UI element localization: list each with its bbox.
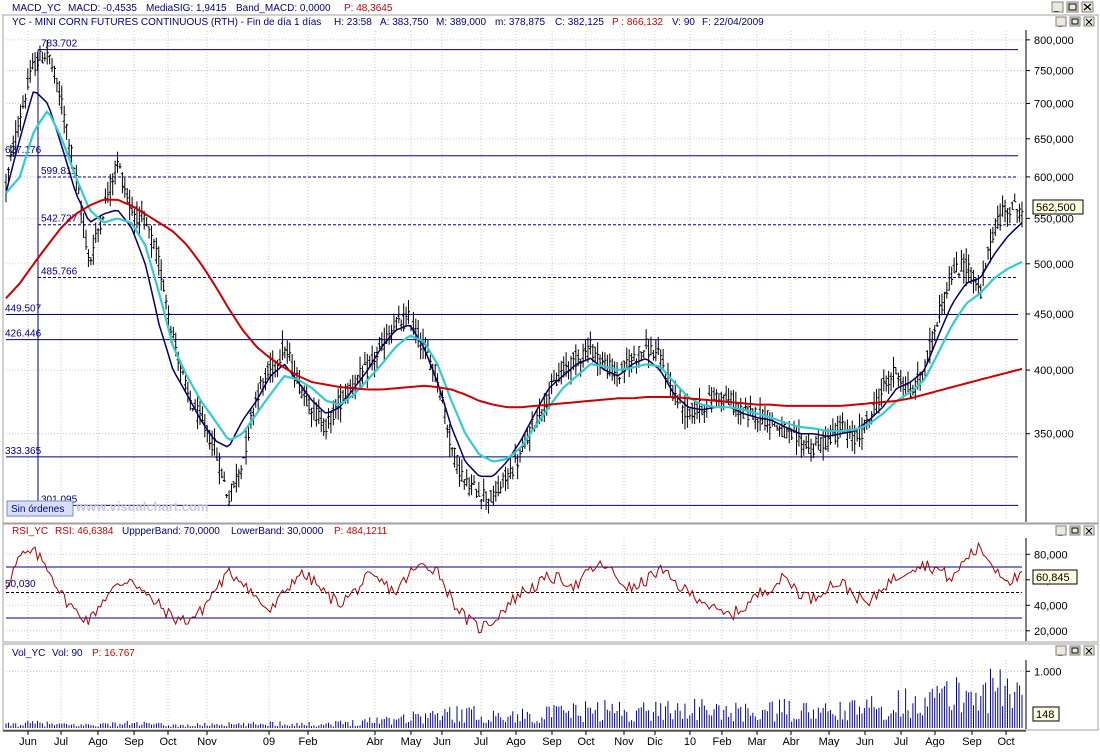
x-tick-label: Jun — [19, 736, 37, 747]
x-tick-label: Sep — [124, 736, 144, 747]
macd-indicator-name: MACD_YC — [12, 3, 61, 14]
vol-last-label: 148 — [1036, 709, 1054, 721]
price-ytick-label: 600,000 — [1034, 172, 1074, 184]
stat-h: H: 23:58 — [334, 17, 372, 28]
macd-value: MACD: -0,4535 — [68, 3, 137, 14]
price-ytick-label: 800,000 — [1034, 35, 1074, 47]
price-ytick-label: 500,000 — [1034, 259, 1074, 271]
x-tick-label: Sep — [542, 736, 562, 747]
level-label: 333.365 — [5, 446, 42, 457]
x-tick-label: Jul — [474, 736, 488, 747]
x-tick-label: Jun — [856, 736, 874, 747]
x-tick-label: Ago — [88, 736, 108, 747]
level-label: 783.702 — [41, 39, 78, 50]
last-price-label: 562,500 — [1036, 202, 1076, 214]
x-tick-label: Feb — [299, 736, 318, 747]
price-ytick-label: 400,000 — [1034, 365, 1074, 377]
level-label: 426.446 — [5, 329, 42, 340]
x-tick-label: Jun — [433, 736, 451, 747]
rsi-window-controls: _ — [1056, 526, 1094, 536]
x-tick-label: Abr — [366, 736, 383, 747]
macd-band: Band_MACD: 0,0000 — [236, 3, 331, 14]
x-tick-label: Nov — [197, 736, 217, 747]
x-tick-label: Oct — [159, 736, 176, 747]
vol-header: Vol_YC Vol: 90 P: 16.767 — [12, 648, 135, 659]
x-tick-label: Ago — [506, 736, 526, 747]
rsi-ytick-label: 20,000 — [1034, 626, 1068, 638]
rsi-level-label: 50,030 — [5, 579, 36, 590]
price-pane-header: YC - MINI CORN FUTURES CONTINUOUS (RTH) … — [12, 17, 764, 28]
x-tick-label: Oct — [997, 736, 1014, 747]
rsi-lower: LowerBand: 30,0000 — [231, 526, 324, 537]
price-ytick-label: 550,000 — [1034, 213, 1074, 225]
price-window-controls: _ — [1056, 17, 1094, 27]
orders-button[interactable]: Sin órdenes — [7, 501, 73, 516]
rsi-value: RSI: 46,6384 — [55, 526, 114, 537]
vol-window-controls: _ — [1056, 646, 1094, 656]
minimize-icon: _ — [1057, 527, 1063, 536]
x-tick-label: Jul — [54, 736, 68, 747]
stat-c: C: 382,125 — [555, 17, 604, 28]
stat-a: A: 383,750 — [380, 17, 429, 28]
minimize-icon: _ — [1053, 3, 1059, 12]
last-price-marker: 562,500 — [1033, 200, 1083, 214]
rsi-ytick-label: 40,000 — [1034, 600, 1068, 612]
price-ytick-label: 650,000 — [1034, 134, 1074, 146]
vol-last-marker: 148 — [1033, 707, 1059, 721]
rsi-upper: UppperBand: 70,0000 — [122, 526, 220, 537]
stat-m: M: 389,000 — [436, 17, 486, 28]
price-ytick-label: 450,000 — [1034, 309, 1074, 321]
level-label: 449.507 — [5, 303, 42, 314]
watermark: www.visualchart.com — [75, 499, 208, 514]
x-tick-label: Oct — [577, 736, 594, 747]
symbol-line: YC - MINI CORN FUTURES CONTINUOUS (RTH) … — [12, 17, 321, 28]
macd-p: P: 48,3645 — [344, 3, 393, 14]
price-ytick-label: 750,000 — [1034, 66, 1074, 78]
x-tick-label: Jul — [894, 736, 908, 747]
x-tick-label: Sep — [962, 736, 982, 747]
stat-p: P : 866,132 — [612, 17, 663, 28]
vol-value: Vol: 90 — [52, 648, 83, 659]
minimize-icon: _ — [1057, 18, 1063, 27]
x-tick-label: Nov — [614, 736, 634, 747]
price-ytick-label: 350,000 — [1034, 429, 1074, 441]
x-tick-label: Ago — [925, 736, 945, 747]
x-tick-label: May — [401, 736, 422, 747]
orders-button-label: Sin órdenes — [11, 504, 64, 515]
rsi-last-marker: 60,845 — [1033, 570, 1077, 584]
level-label: 542.727 — [41, 214, 78, 225]
rsi-ytick-label: 80,000 — [1034, 549, 1068, 561]
stat-mn: m: 378,875 — [495, 17, 545, 28]
x-tick-label: Mar — [748, 736, 767, 747]
vol-p: P: 16.767 — [92, 648, 135, 659]
macd-mediasig: MediaSIG: 1,9415 — [146, 3, 227, 14]
price-ytick-label: 700,000 — [1034, 98, 1074, 110]
vol-name: Vol_YC — [12, 648, 45, 659]
x-tick-label: 10 — [684, 736, 696, 747]
rsi-last-label: 60,845 — [1036, 572, 1070, 584]
x-tick-label: 09 — [263, 736, 275, 747]
x-tick-label: Abr — [782, 736, 799, 747]
stat-v: V: 90 — [672, 17, 695, 28]
stat-f: F: 22/04/2009 — [702, 17, 764, 28]
rsi-name: RSI_YC — [12, 526, 48, 537]
level-label: 485.766 — [41, 267, 78, 278]
x-tick-label: Feb — [713, 736, 732, 747]
minimize-icon: _ — [1057, 647, 1063, 656]
x-tick-label: May — [819, 736, 840, 747]
vol-ytick-label: 1.000 — [1034, 666, 1062, 678]
rsi-p: P: 484,1211 — [334, 526, 388, 537]
x-tick-label: Dic — [647, 736, 663, 747]
top-window-controls: _ — [1052, 2, 1093, 12]
